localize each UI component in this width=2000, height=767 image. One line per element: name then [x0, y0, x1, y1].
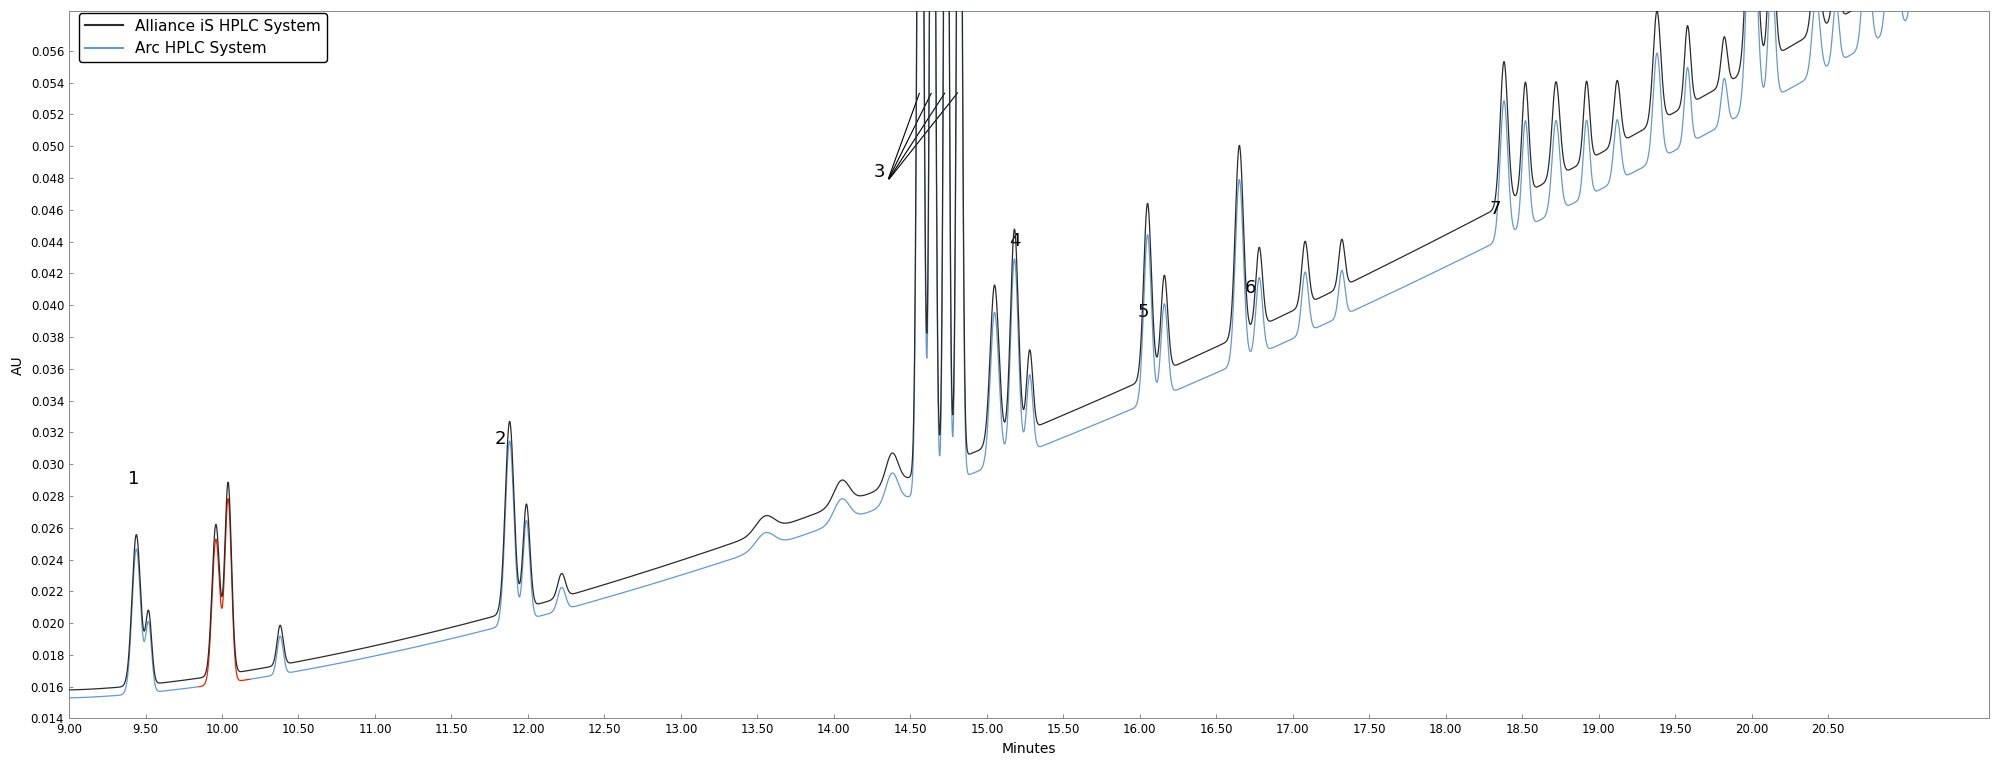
- Legend: Alliance iS HPLC System, Arc HPLC System: Alliance iS HPLC System, Arc HPLC System: [78, 12, 328, 62]
- Text: 4: 4: [1008, 232, 1020, 249]
- Text: 1: 1: [128, 470, 138, 488]
- Text: 7: 7: [1490, 199, 1500, 218]
- X-axis label: Minutes: Minutes: [1002, 742, 1056, 756]
- Y-axis label: AU: AU: [12, 355, 26, 374]
- Text: 6: 6: [1244, 279, 1256, 298]
- Text: 3: 3: [874, 163, 886, 181]
- Text: 2: 2: [494, 430, 506, 448]
- Text: 5: 5: [1138, 303, 1148, 321]
